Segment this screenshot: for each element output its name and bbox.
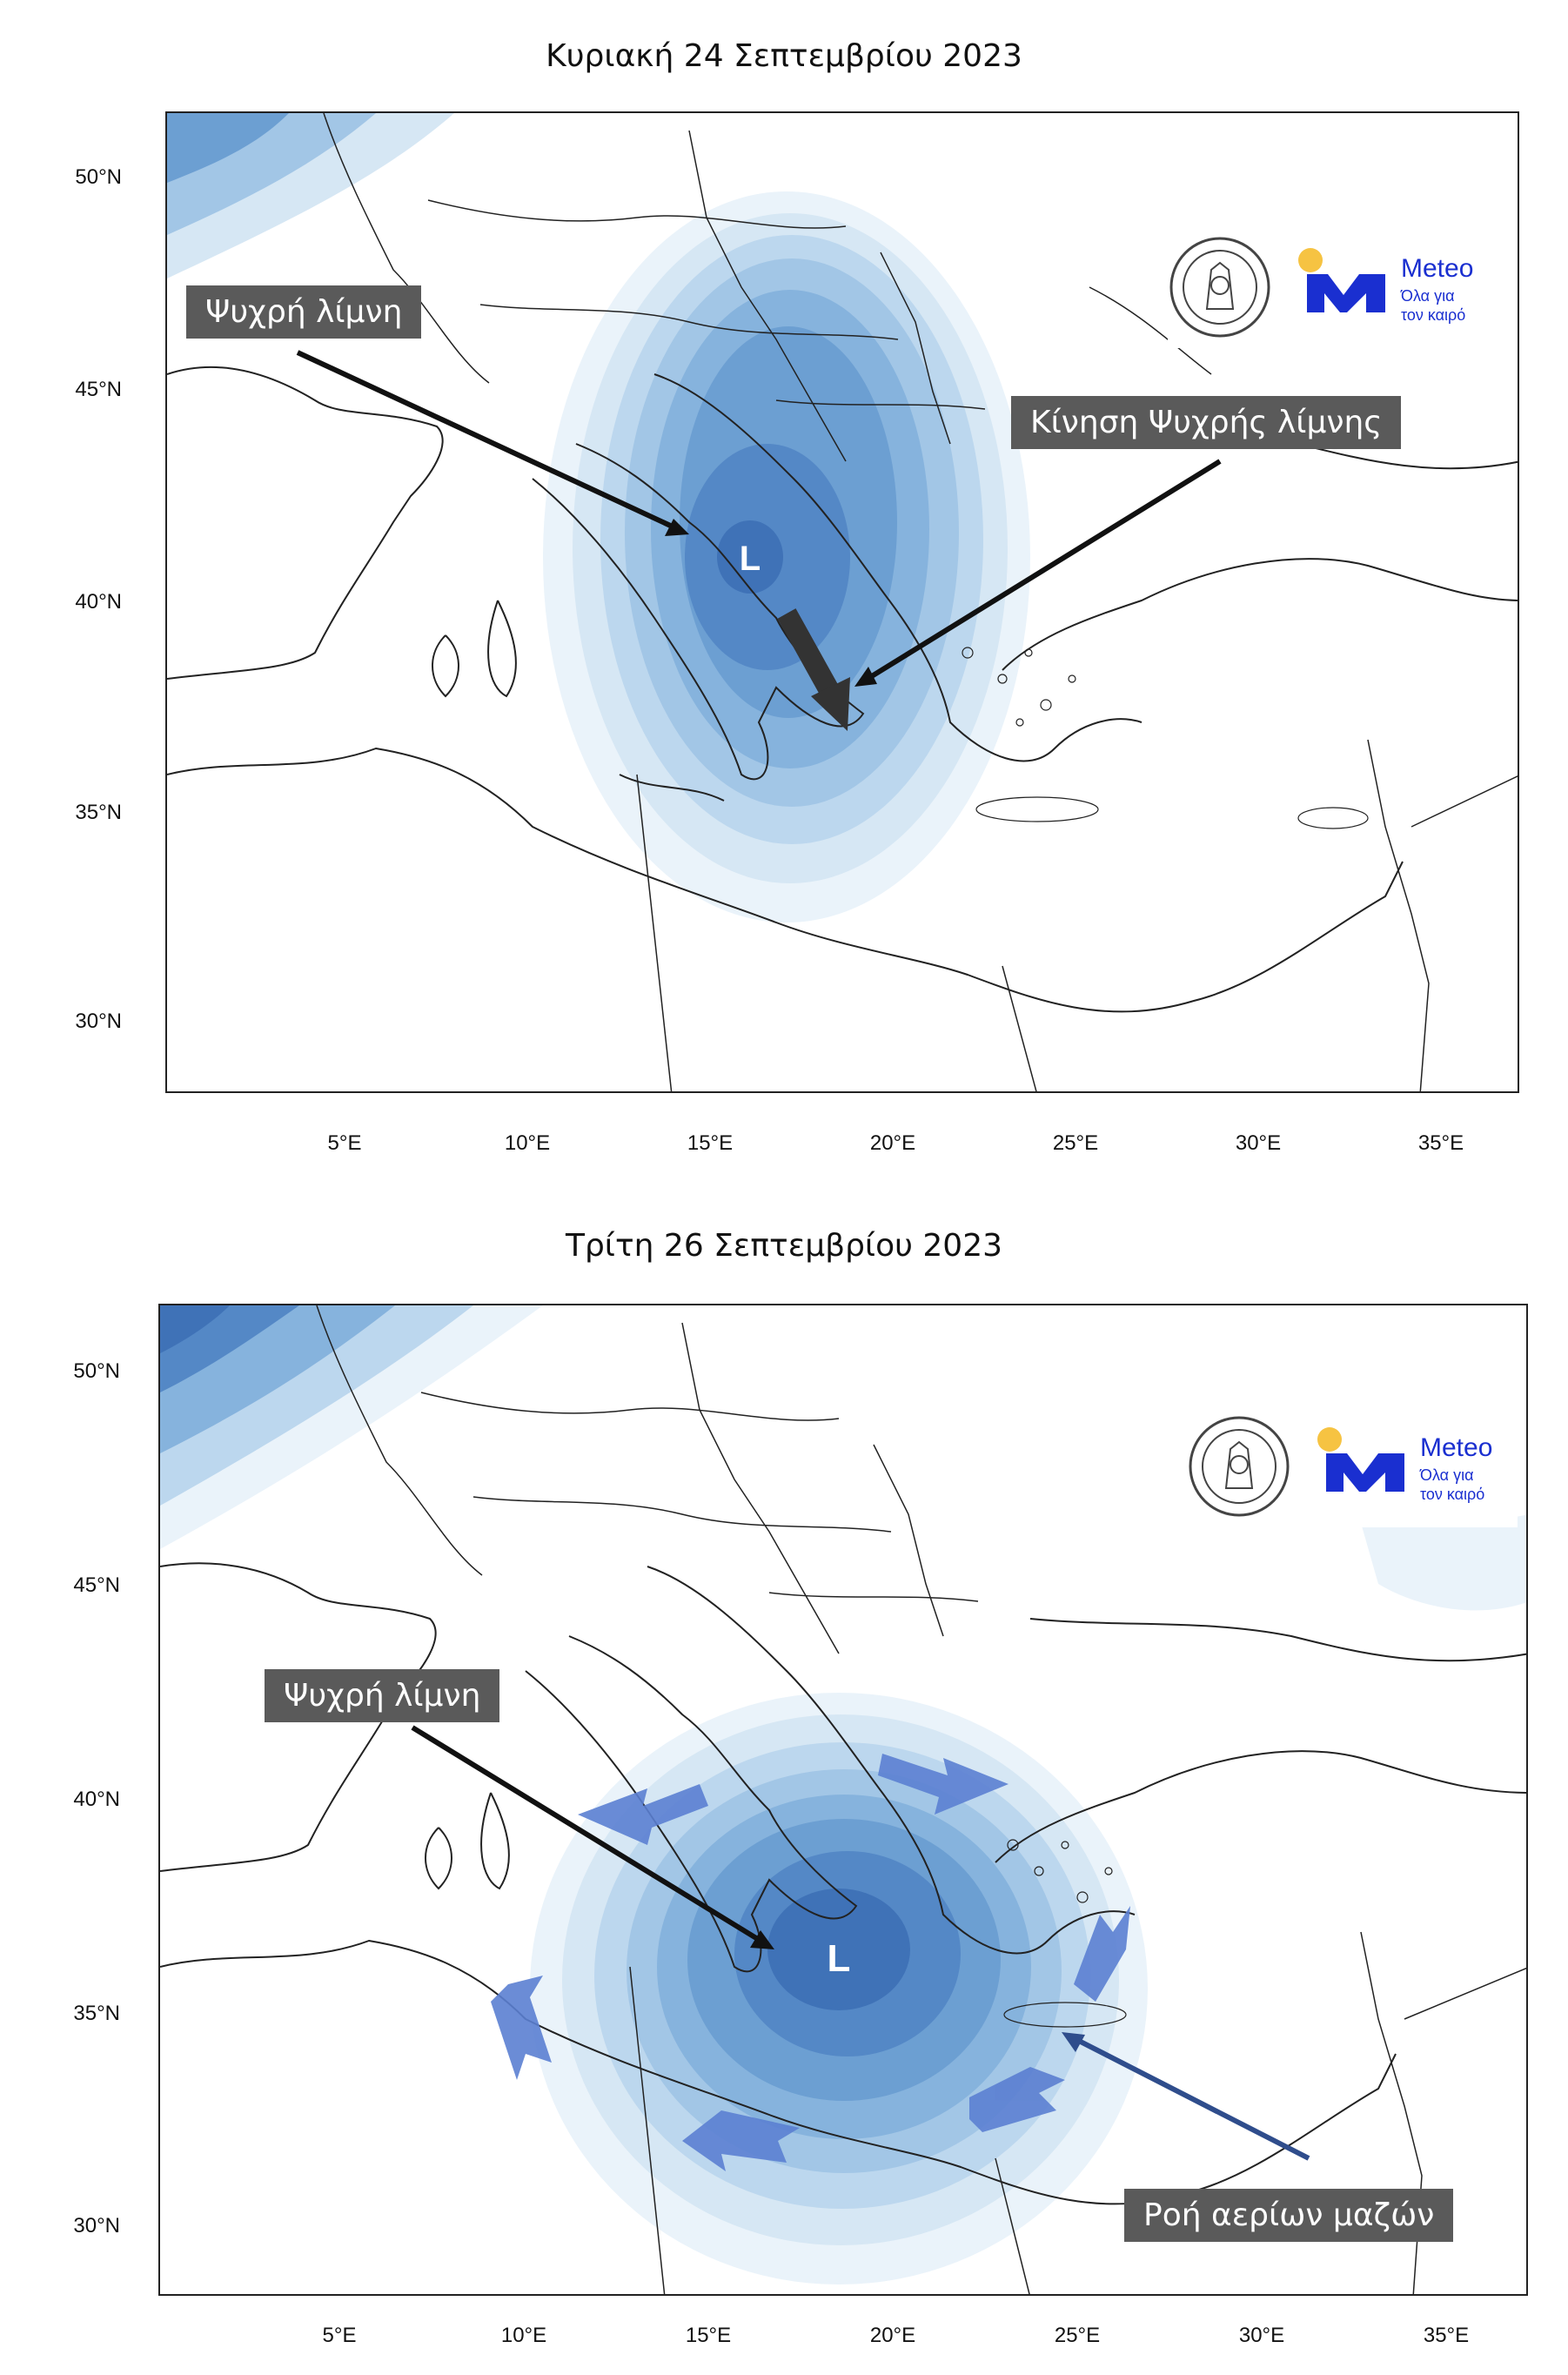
flow-arrow bbox=[969, 2067, 1065, 2132]
aegean-islands bbox=[1003, 1839, 1127, 2028]
cold-pool-contours bbox=[543, 191, 1030, 922]
lon-label: 35°E bbox=[1417, 1131, 1464, 1155]
flow-arrow bbox=[491, 1976, 552, 2080]
meteo-brand-name: Meteo bbox=[1401, 254, 1474, 283]
map-frame: L Ψυχρή λίμνη Κίνηση Ψυχρής λίμνης bbox=[165, 111, 1519, 1093]
map-panel-1: Κυριακή 24 Σεπτεμβρίου 2023 bbox=[0, 0, 1568, 1184]
lon-label: 20°E bbox=[869, 1131, 916, 1155]
flow-arrow bbox=[878, 1754, 1008, 1815]
pointer-arrow-flow bbox=[1062, 2032, 1310, 2161]
lon-label: 5°E bbox=[322, 2324, 357, 2347]
lat-label: 50°N bbox=[75, 165, 122, 189]
meteo-tagline-line1: Όλα για bbox=[1420, 1466, 1474, 1484]
flow-arrow bbox=[682, 2110, 800, 2171]
lon-label: 25°E bbox=[1052, 1131, 1099, 1155]
lon-label: 30°E bbox=[1238, 2324, 1285, 2347]
meteo-brand-name: Meteo bbox=[1420, 1433, 1493, 1462]
logo-area: Meteo Όλα για τον καιρό bbox=[1168, 226, 1498, 348]
lon-label: 25°E bbox=[1054, 2324, 1101, 2347]
panel-title: Κυριακή 24 Σεπτεμβρίου 2023 bbox=[546, 38, 1022, 74]
flow-arrow bbox=[578, 1784, 708, 1845]
ne-contour bbox=[1361, 1514, 1526, 1611]
lon-label: 20°E bbox=[869, 2324, 916, 2347]
meteo-tagline-line2: τον καιρό bbox=[1420, 1486, 1485, 1503]
meteo-tagline-line1: Όλα για bbox=[1401, 287, 1455, 305]
nw-contours bbox=[167, 113, 454, 278]
low-pressure-marker: L bbox=[740, 540, 761, 578]
lon-label: 5°E bbox=[327, 1131, 362, 1155]
lat-label: 30°N bbox=[73, 2214, 120, 2237]
map-panel-2: Τρίτη 26 Σεπτεμβρίου 2023 bbox=[0, 1192, 1568, 2375]
lat-label: 45°N bbox=[73, 1573, 120, 1597]
lat-label: 35°N bbox=[73, 2002, 120, 2025]
cold-pool-motion-callout: Κίνηση Ψυχρής λίμνης bbox=[1011, 396, 1402, 449]
lon-label: 30°E bbox=[1235, 1131, 1282, 1155]
pointer-arrow-motion bbox=[854, 459, 1222, 687]
map-canvas: L bbox=[160, 1305, 1526, 2294]
low-pressure-marker: L bbox=[828, 1937, 851, 1980]
lat-label: 40°N bbox=[73, 1788, 120, 1811]
observatory-seal-icon bbox=[1169, 237, 1270, 338]
motion-arrow bbox=[777, 608, 850, 731]
pointer-arrow-cold-pool bbox=[411, 1725, 774, 1949]
meteo-logo-icon bbox=[1317, 1427, 1404, 1492]
cold-pool-contours bbox=[530, 1693, 1148, 2284]
lon-label: 10°E bbox=[504, 1131, 551, 1155]
lon-label: 15°E bbox=[687, 1131, 734, 1155]
lat-label: 30°N bbox=[75, 1010, 122, 1033]
cold-pool-callout: Ψυχρή λίμνη bbox=[186, 285, 422, 339]
logo-area: Meteo Όλα για τον καιρό bbox=[1187, 1406, 1518, 1527]
air-mass-flow-arrows bbox=[491, 1754, 1130, 2171]
lon-label: 15°E bbox=[685, 2324, 732, 2347]
lon-label: 10°E bbox=[500, 2324, 547, 2347]
pointer-arrow-cold-pool bbox=[296, 350, 689, 536]
meteo-tagline-line2: τον καιρό bbox=[1401, 306, 1466, 324]
borders bbox=[323, 113, 1518, 1091]
lat-label: 50°N bbox=[73, 1359, 120, 1383]
map-canvas: L bbox=[167, 113, 1518, 1091]
aegean-islands bbox=[962, 647, 1369, 829]
flow-arrow bbox=[1074, 1906, 1130, 2002]
nw-contours bbox=[160, 1305, 543, 1549]
air-mass-flow-callout: Ροή αερίων μαζών bbox=[1124, 2189, 1454, 2242]
panel-title: Τρίτη 26 Σεπτεμβρίου 2023 bbox=[565, 1228, 1003, 1264]
meteo-logo-icon bbox=[1298, 248, 1385, 312]
lat-label: 35°N bbox=[75, 801, 122, 824]
lat-label: 40°N bbox=[75, 590, 122, 614]
observatory-seal-icon bbox=[1189, 1416, 1290, 1517]
lon-label: 35°E bbox=[1423, 2324, 1470, 2347]
cold-pool-callout: Ψυχρή λίμνη bbox=[265, 1669, 500, 1722]
map-frame: L Ψυχρή λίμνη Ροή αερίων μαζών bbox=[158, 1304, 1528, 2296]
lat-label: 45°N bbox=[75, 378, 122, 401]
